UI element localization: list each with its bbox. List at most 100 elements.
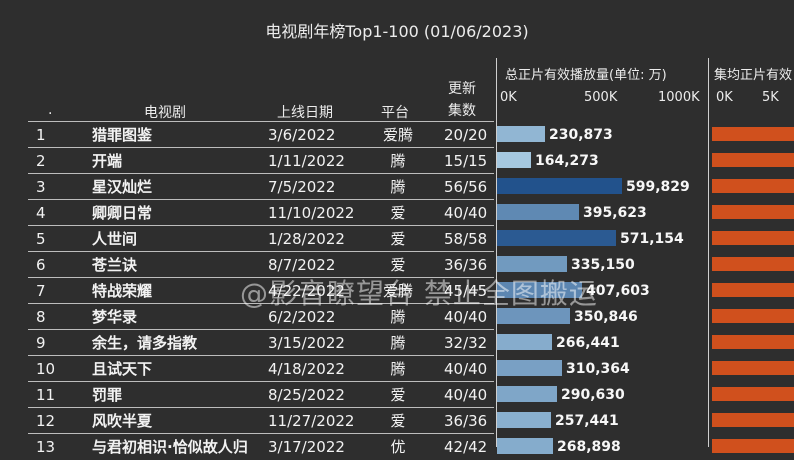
total-views-bar	[497, 178, 622, 194]
release-date-cell: 8/7/2022	[268, 256, 336, 274]
total-views-bar	[497, 126, 545, 142]
table-row: 9 余生，请多指教 3/15/2022 腾 32/32 266,441	[0, 330, 794, 356]
table-row: 3 星汉灿烂 7/5/2022 腾 56/56 599,829	[0, 174, 794, 200]
tick-per-episode-1: 5K	[762, 90, 779, 105]
platform-cell: 优	[390, 438, 406, 456]
total-views-label: 395,623	[583, 205, 647, 221]
rank-cell: 8	[36, 308, 46, 326]
per-episode-bar	[712, 335, 794, 349]
table-row: 8 梦华录 6/2/2022 腾 40/40 350,846	[0, 304, 794, 330]
header-platform: 平台	[381, 105, 409, 121]
release-date-cell: 3/6/2022	[268, 126, 336, 144]
watermark: @影音瞭望台 禁止全图搬运	[240, 277, 598, 310]
per-episode-bar	[712, 439, 794, 453]
drama-name-cell: 与君初相识·恰似故人归	[92, 438, 248, 456]
total-views-bar	[497, 204, 579, 220]
total-views-label: 407,603	[586, 283, 650, 299]
per-episode-bar	[712, 179, 794, 193]
drama-name-cell: 猎罪图鉴	[92, 126, 153, 144]
tick-total-2: 1000K	[658, 90, 700, 105]
tick-total-1: 500K	[584, 90, 618, 105]
axis-title-total: 总正片有效播放量(单位: 万)	[505, 68, 667, 83]
platform-cell: 腾	[390, 360, 406, 378]
total-views-label: 350,846	[574, 309, 638, 325]
table-row: 4 卿卿日常 11/10/2022 爱 40/40 395,623	[0, 200, 794, 226]
drama-name-cell: 卿卿日常	[92, 204, 153, 222]
header-update-line1: 更新	[448, 81, 476, 97]
episodes-cell: 42/42	[444, 438, 488, 456]
per-episode-bar	[712, 153, 794, 167]
table-row: 10 且试天下 4/18/2022 腾 40/40 310,364	[0, 356, 794, 382]
total-views-bar	[497, 412, 551, 428]
tick-total-0: 0K	[500, 90, 517, 105]
total-views-bar	[497, 152, 531, 168]
total-views-bar	[497, 282, 582, 298]
drama-name-cell: 梦华录	[92, 308, 138, 326]
episodes-cell: 36/36	[444, 412, 488, 430]
tick-per-episode-0: 0K	[716, 90, 733, 105]
per-episode-bar	[712, 387, 794, 401]
release-date-cell: 3/17/2022	[268, 438, 345, 456]
row-separator	[28, 147, 494, 148]
row-separator	[28, 225, 494, 226]
total-views-label: 164,273	[535, 153, 599, 169]
episodes-cell: 32/32	[444, 334, 488, 352]
rank-cell: 10	[36, 360, 56, 378]
platform-cell: 爱	[390, 412, 406, 430]
table-row: 5 人世间 1/28/2022 爱 58/58 571,154	[0, 226, 794, 252]
total-views-label: 310,364	[566, 361, 630, 377]
release-date-cell: 1/28/2022	[268, 230, 345, 248]
platform-cell: 爱	[390, 230, 406, 248]
drama-name-cell: 风吹半夏	[92, 412, 153, 430]
per-episode-bar	[712, 413, 794, 427]
episodes-cell: 40/40	[444, 204, 488, 222]
header-update-line2: 集数	[448, 103, 476, 119]
total-views-label: 268,898	[557, 439, 621, 455]
table-row: 1 猎罪图鉴 3/6/2022 爱腾 20/20 230,873	[0, 122, 794, 148]
platform-cell: 爱	[390, 386, 406, 404]
release-date-cell: 4/22/2022	[268, 282, 345, 300]
platform-cell: 爱	[390, 256, 406, 274]
release-date-cell: 4/18/2022	[268, 360, 345, 378]
rank-cell: 11	[36, 386, 56, 404]
row-separator	[28, 355, 494, 356]
total-views-bar	[497, 386, 557, 402]
release-date-cell: 3/15/2022	[268, 334, 345, 352]
total-views-bar	[497, 360, 562, 376]
row-separator	[28, 303, 494, 304]
total-views-label: 599,829	[626, 179, 690, 195]
total-views-bar	[497, 438, 553, 454]
release-date-cell: 7/5/2022	[268, 178, 336, 196]
per-episode-bar	[712, 309, 794, 323]
episodes-cell: 15/15	[444, 152, 488, 170]
axis-title-per-episode: 集均正片有效	[714, 68, 793, 83]
episodes-cell: 40/40	[444, 360, 488, 378]
table-row: 12 风吹半夏 11/27/2022 爱 36/36 257,441	[0, 408, 794, 434]
per-episode-bar	[712, 205, 794, 219]
total-views-bar	[497, 308, 570, 324]
header-drama: 电视剧	[144, 105, 186, 121]
episodes-cell: 20/20	[444, 126, 488, 144]
table-row: 2 开端 1/11/2022 腾 15/15 164,273	[0, 148, 794, 174]
drama-name-cell: 且试天下	[92, 360, 153, 378]
drama-name-cell: 苍兰诀	[92, 256, 138, 274]
drama-name-cell: 星汉灿烂	[92, 178, 153, 196]
per-episode-bar	[712, 127, 794, 141]
row-separator	[28, 251, 494, 252]
rank-cell: 6	[36, 256, 46, 274]
total-views-bar	[497, 230, 616, 246]
rank-cell: 4	[36, 204, 46, 222]
rank-cell: 1	[36, 126, 46, 144]
rank-cell: 7	[36, 282, 46, 300]
drama-name-cell: 罚罪	[92, 386, 123, 404]
total-views-label: 290,630	[561, 387, 625, 403]
row-separator	[28, 329, 494, 330]
row-separator	[28, 381, 494, 382]
episodes-cell: 56/56	[444, 178, 488, 196]
row-separator	[28, 199, 494, 200]
drama-name-cell: 余生，请多指教	[92, 334, 198, 352]
platform-cell: 腾	[390, 178, 406, 196]
divider-panel-2	[708, 58, 709, 447]
table-row: 7 特战荣耀 4/22/2022 爱腾 45/45 407,603	[0, 278, 794, 304]
drama-name-cell: 开端	[92, 152, 123, 170]
